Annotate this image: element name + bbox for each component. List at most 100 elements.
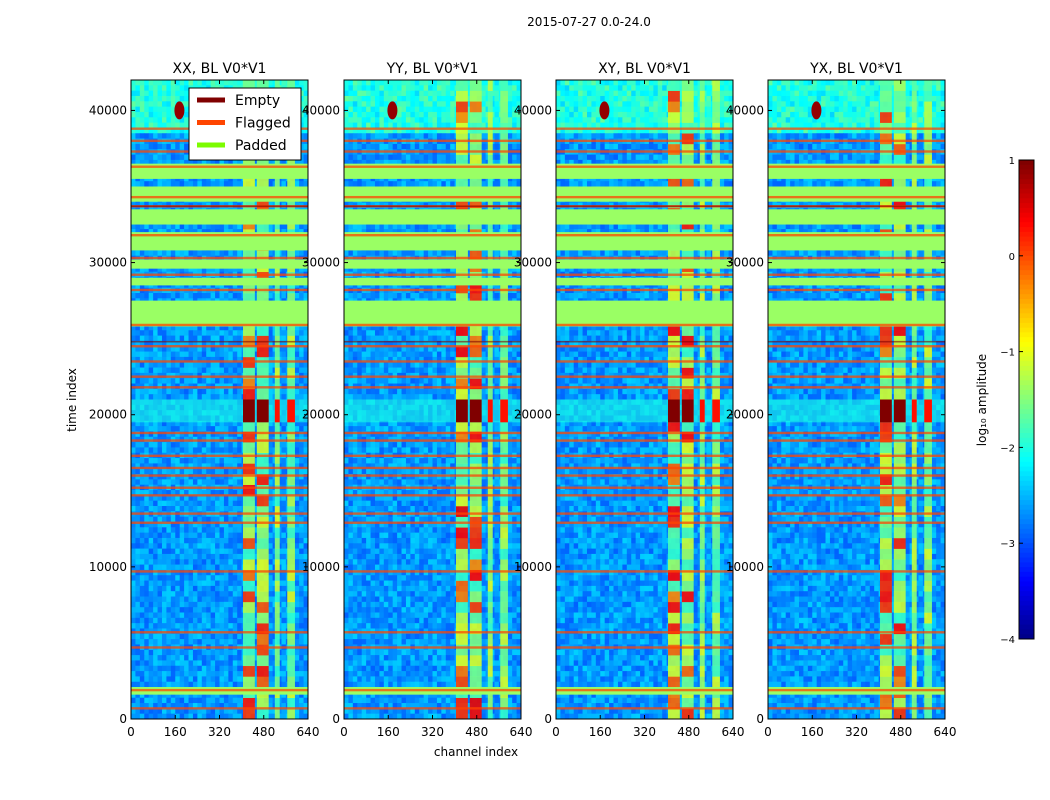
heatmap-cell [157, 250, 163, 257]
heatmap-cell [228, 266, 234, 273]
heatmap-cell [135, 596, 141, 603]
heatmap-cell [131, 367, 136, 374]
heatmap-cell [170, 106, 176, 113]
heatmap-cell [131, 681, 136, 688]
heatmap-cell [166, 703, 172, 709]
heatmap-cell [223, 500, 229, 507]
heatmap-cell [166, 639, 172, 645]
rfi-channel-cell [256, 633, 269, 645]
heatmap-cell [268, 468, 273, 475]
heatmap-cell [201, 532, 207, 539]
heatmap-cell [135, 229, 141, 235]
heatmap-cell [268, 293, 273, 299]
heatmap-cell [148, 506, 154, 512]
heatmap-cell [157, 463, 163, 470]
heatmap-cell [232, 426, 238, 432]
heatmap-cell [175, 95, 181, 102]
heatmap-cell [184, 500, 189, 507]
heatmap-cell [223, 633, 229, 640]
heatmap-cell [201, 458, 207, 464]
heatmap-cell [139, 250, 145, 257]
heatmap-cell [281, 591, 287, 597]
heatmap-cell [232, 681, 238, 688]
heatmap-cell [153, 447, 158, 454]
heatmap-cell [139, 532, 145, 539]
heatmap-cell [228, 660, 234, 667]
heatmap-cell [144, 159, 150, 166]
rfi-channel-cell [256, 495, 269, 507]
heatmap-cell [166, 623, 172, 629]
heatmap-cell [135, 159, 141, 166]
heatmap-cell [148, 479, 154, 486]
heatmap-cell [281, 692, 287, 699]
heatmap-cell [281, 564, 287, 571]
heatmap-cell [175, 388, 181, 395]
heatmap-cell [153, 330, 158, 336]
heatmap-cell [175, 575, 181, 581]
heatmap-cell [188, 548, 194, 555]
heatmap-cell [232, 639, 238, 645]
heatmap-cell [184, 143, 189, 150]
heatmap-cell [192, 388, 198, 395]
heatmap-cell [184, 708, 189, 715]
heatmap-cell [294, 330, 300, 336]
heatmap-cell [188, 266, 194, 273]
heatmap-cell [184, 490, 189, 496]
heatmap-cell [197, 266, 203, 273]
heatmap-cell [139, 111, 145, 118]
heatmap-cell [161, 553, 167, 560]
heatmap-cell [215, 601, 220, 608]
heatmap-cell [303, 80, 309, 86]
heatmap-cell [166, 229, 172, 235]
heatmap-cell [210, 612, 216, 619]
rfi-channel-cell [256, 559, 269, 571]
heatmap-cell [161, 655, 167, 661]
heatmap-cell [153, 580, 158, 587]
heatmap-cell [268, 229, 273, 235]
heatmap-cell [139, 548, 145, 555]
heatmap-cell [228, 500, 234, 507]
heatmap-cell [166, 585, 172, 592]
heatmap-cell [170, 655, 176, 661]
heatmap-cell [201, 394, 207, 400]
heatmap-cell [206, 490, 212, 496]
heatmap-cell [188, 506, 194, 512]
heatmap-cell [144, 553, 150, 560]
heatmap-cell [148, 106, 154, 113]
heatmap-cell [135, 367, 141, 374]
heatmap-cell [223, 394, 229, 400]
heatmap-cell [170, 330, 176, 336]
heatmap-cell [303, 575, 309, 581]
heatmap-cell [215, 607, 220, 613]
rfi-channel-cell [243, 527, 255, 539]
heatmap-cell [184, 133, 189, 139]
heatmap-cell [299, 585, 304, 592]
heatmap-cell [232, 442, 238, 448]
heatmap-cell [281, 490, 287, 496]
heatmap-cell [144, 101, 150, 108]
heatmap-cell [179, 532, 185, 539]
heatmap-cell [294, 80, 300, 86]
heatmap-cell [148, 633, 154, 640]
heatmap-cell [197, 394, 203, 400]
heatmap-cell [139, 229, 145, 235]
heatmap-cell [170, 591, 176, 597]
heatmap-cell [210, 543, 216, 550]
heatmap-cell [206, 676, 212, 683]
heatmap-cell [153, 293, 158, 299]
heatmap-cell [135, 90, 141, 97]
heatmap-cell [219, 713, 225, 720]
heatmap-cell [184, 585, 189, 592]
heatmap-cell [184, 633, 189, 640]
heatmap-cell [215, 362, 220, 368]
heatmap-cell [170, 426, 176, 432]
heatmap-cell [237, 607, 243, 613]
heatmap-cell [228, 612, 234, 619]
heatmap-cell [157, 569, 163, 576]
heatmap-cell [144, 537, 150, 544]
heatmap-cell [281, 617, 287, 624]
heatmap-cell [148, 569, 154, 576]
heatmap-cell [139, 293, 145, 299]
heatmap-cell [281, 703, 287, 709]
heatmap-cell [294, 580, 300, 587]
